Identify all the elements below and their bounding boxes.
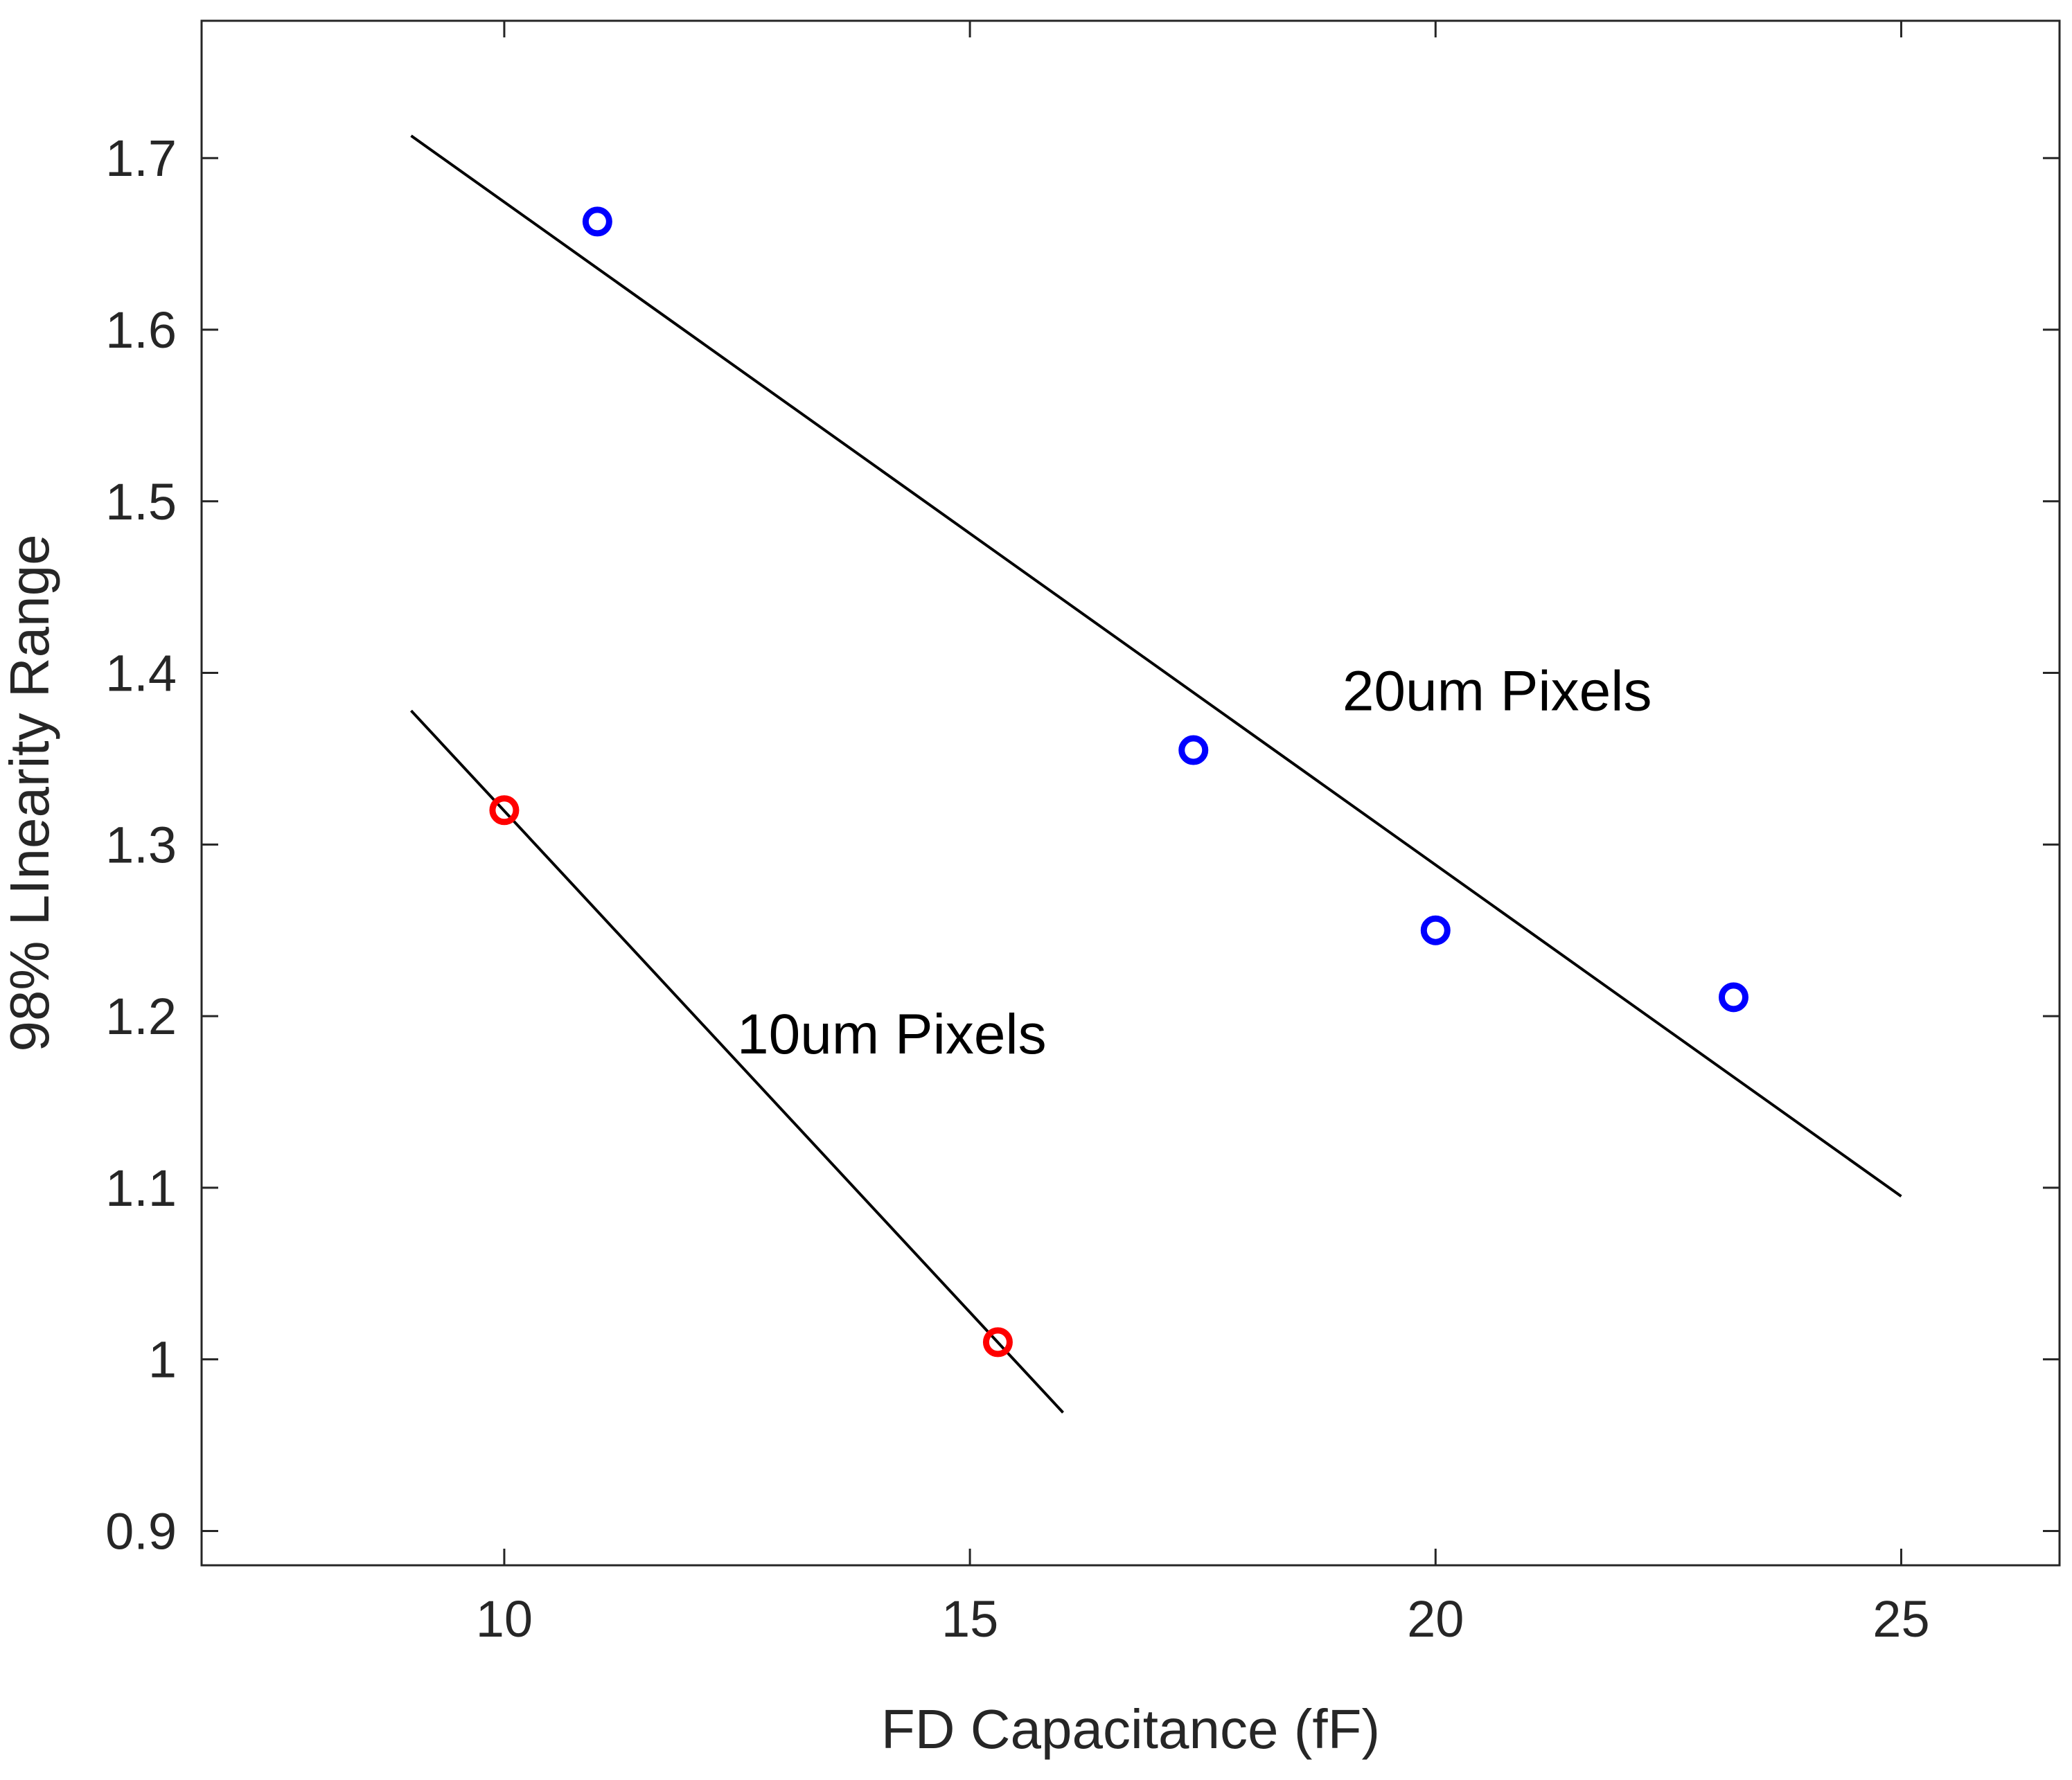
- x-axis-label: FD Capacitance (fF): [881, 1698, 1380, 1760]
- y-tick-label: 1: [148, 1331, 177, 1389]
- data-point: [1178, 735, 1209, 765]
- axis-ticks: 10 15 20 25 0.9 1 1.1 1.2 1.3 1.4 1.5 1.6 1.7: [105, 21, 2060, 1648]
- x-tick-label: 15: [941, 1590, 998, 1648]
- y-tick-label: 1.4: [105, 645, 177, 702]
- data-point: [1718, 982, 1748, 1013]
- fit-line-20um-fit: [410, 134, 1902, 1198]
- annotations: 20um Pixels 10um Pixels: [737, 659, 1652, 1066]
- x-tick-label: 10: [476, 1590, 533, 1648]
- data-point: [489, 795, 520, 826]
- series-annotation: 20um Pixels: [1343, 659, 1652, 722]
- y-tick-label: 1.5: [105, 473, 177, 531]
- y-tick-label: 1.6: [105, 301, 177, 359]
- data-point: [982, 1327, 1013, 1358]
- y-tick-label: 1.2: [105, 988, 177, 1045]
- fit-lines: [410, 134, 1902, 1414]
- y-axis-label: 98% LInearity Range: [0, 534, 60, 1051]
- plot-area-frame: [200, 19, 2061, 1567]
- y-tick-label: 1.7: [105, 130, 177, 187]
- y-tick-label: 1.1: [105, 1159, 177, 1217]
- y-tick-label: 1.3: [105, 816, 177, 873]
- x-tick-label: 20: [1407, 1590, 1464, 1648]
- y-tick-label: 0.9: [105, 1502, 177, 1560]
- series-annotation: 10um Pixels: [737, 1003, 1047, 1066]
- data-point: [582, 206, 612, 237]
- fit-line-10um-fit: [410, 709, 1064, 1414]
- data-points: [489, 206, 1748, 1358]
- x-tick-label: 25: [1872, 1590, 1929, 1648]
- data-point: [1420, 915, 1451, 945]
